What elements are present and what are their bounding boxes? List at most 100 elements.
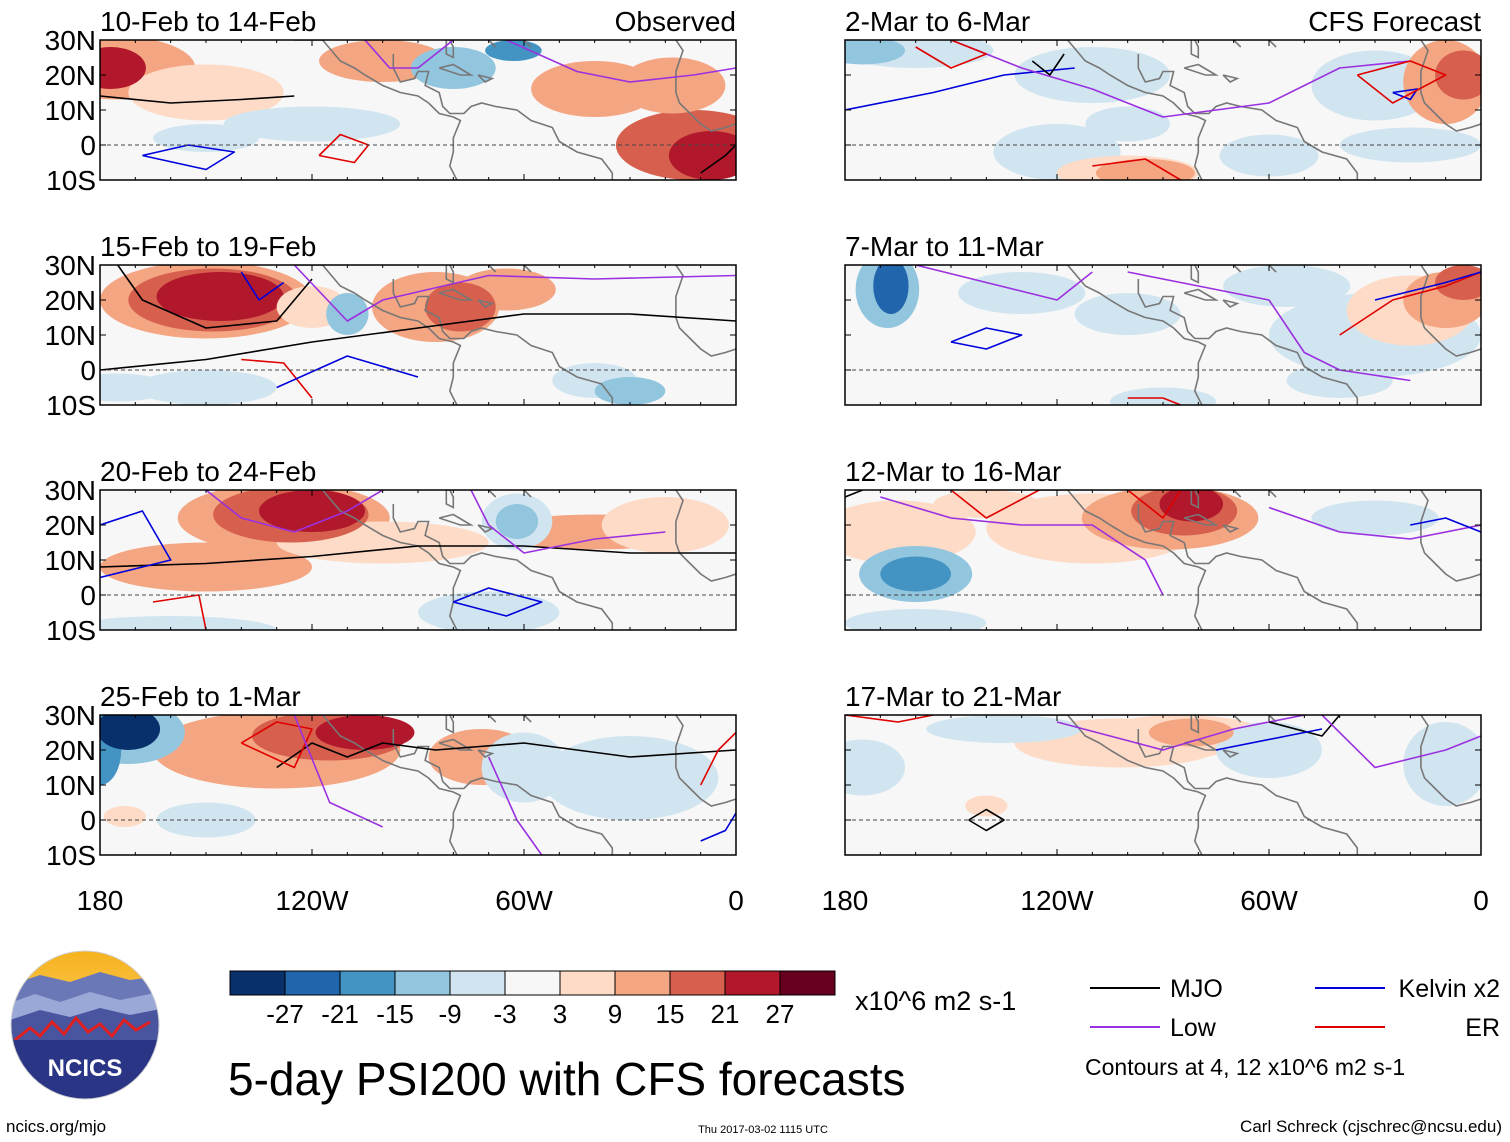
wave-contour — [845, 715, 934, 723]
wave-contour — [1356, 60, 1447, 104]
coastline — [445, 40, 455, 59]
panel-period: 20-Feb to 24-Feb — [100, 456, 316, 487]
colorbar-swatch — [339, 970, 396, 996]
coastline — [523, 265, 532, 273]
wave-contour — [1268, 715, 1341, 737]
wave-contour — [1031, 53, 1065, 76]
colorbar-swatch — [669, 970, 726, 996]
wave-contour — [700, 812, 736, 842]
coastline — [1233, 715, 1242, 723]
wave-contour — [470, 490, 666, 554]
y-tick-label: 0 — [80, 130, 96, 161]
ncics-logo[interactable]: NCICS — [10, 950, 160, 1100]
coastline — [1222, 299, 1240, 308]
colorbar-tick-label: -15 — [376, 999, 414, 1029]
panel-2: 30N 20N 10N 0 10S 15-Feb to 19-Feb — [45, 231, 737, 421]
psi-field — [100, 490, 736, 630]
x-tick-label: 60W — [1240, 885, 1298, 916]
colorbar: -27 -21 -15 -9 -3 3 9 15 21 27 — [229, 970, 836, 1029]
logo-red-line — [14, 1015, 151, 1042]
coastline — [1190, 715, 1200, 734]
panel-5: 2-Mar to 6-Mar CFS Forecast — [844, 6, 1482, 181]
footer-credit: Carl Schreck (cjschrec@ncsu.edu) — [1240, 1117, 1502, 1136]
coastline — [1268, 490, 1277, 498]
anomaly-blob — [223, 106, 401, 142]
colorbar-units: x10^6 m2 s-1 — [855, 986, 1016, 1016]
wave-contour — [880, 496, 1164, 596]
wave-contour — [699, 731, 736, 786]
psi-field — [845, 715, 1481, 855]
coastline — [488, 715, 497, 723]
y-tick-label: 10S — [46, 840, 96, 871]
y-tick-label: 10S — [46, 165, 96, 196]
colorbar-tick-label: 15 — [656, 999, 685, 1029]
y-tick-label: 10S — [46, 615, 96, 646]
panel-period: 12-Mar to 16-Mar — [845, 456, 1061, 487]
colorbar-tick-label: 3 — [553, 999, 567, 1029]
anomaly-blob — [1403, 722, 1481, 806]
panel-period: 25-Feb to 1-Mar — [100, 681, 301, 712]
legend-label: Low — [1170, 1014, 1217, 1042]
anomaly-blob — [845, 609, 987, 630]
coastline — [1190, 490, 1200, 509]
wave-contour — [1127, 271, 1411, 382]
logo-text: NCICS — [48, 1055, 123, 1082]
coastline — [523, 715, 532, 723]
coastline — [1420, 265, 1481, 357]
psi-field — [845, 265, 1481, 405]
chart-title: 5-day PSI200 with CFS forecasts — [228, 1053, 906, 1105]
wave-contour — [845, 490, 863, 498]
anomaly-blob — [1148, 718, 1234, 747]
anomaly-blob — [326, 293, 369, 335]
anomaly-blob — [668, 131, 736, 180]
wave-contour — [453, 587, 543, 617]
anomaly-blob — [103, 806, 146, 827]
coastline — [438, 513, 474, 526]
anomaly-blob — [1085, 106, 1171, 142]
wave-contour — [293, 265, 736, 322]
colorbar-tick-label: -27 — [266, 999, 304, 1029]
coastline — [1420, 40, 1481, 132]
anomaly-blob — [128, 64, 284, 121]
anomaly-blob — [1074, 293, 1181, 335]
anomaly-blob — [1339, 127, 1481, 163]
coastline — [675, 40, 736, 132]
wave-contour — [1092, 158, 1182, 180]
colorbar-swatch — [504, 970, 561, 996]
coastline — [1268, 265, 1277, 273]
anomaly-blob — [156, 272, 284, 321]
wave-contour — [950, 40, 1411, 118]
coastline — [438, 63, 474, 76]
y-tick-label: 0 — [80, 355, 96, 386]
coastline — [445, 265, 455, 284]
colorbar-swatch — [779, 970, 836, 996]
coastline — [675, 715, 736, 807]
coastline — [477, 74, 495, 83]
wave-contour — [1339, 271, 1481, 336]
anomaly-blob — [1095, 159, 1195, 180]
coastline — [1268, 40, 1277, 48]
x-tick-label: 120W — [1020, 885, 1094, 916]
x-tick-label: 180 — [77, 885, 124, 916]
coastline — [1420, 490, 1481, 582]
anomaly-blob — [845, 40, 906, 65]
panel-8: 17-Mar to 21-Mar — [844, 681, 1482, 856]
legend-label: ER — [1465, 1014, 1500, 1042]
y-tick-label: 30N — [45, 25, 96, 56]
wave-contour — [240, 271, 285, 301]
anomaly-blob — [100, 542, 312, 592]
y-tick-label: 10N — [45, 770, 96, 801]
footer-url[interactable]: ncics.org/mjo — [6, 1117, 106, 1136]
colorbar-swatch — [449, 970, 506, 996]
wave-contour — [117, 265, 313, 329]
wave-contour — [100, 510, 172, 579]
y-tick-label: 30N — [45, 250, 96, 281]
wave-contour — [1410, 517, 1481, 533]
panel-4: 30N 20N 10N 0 10S 25-Feb to 1-Mar — [45, 681, 737, 871]
wave-contour — [1215, 728, 1323, 751]
coastline — [1233, 40, 1242, 48]
psi-field — [100, 715, 736, 855]
coastline — [477, 749, 495, 758]
wave-contour — [505, 40, 736, 83]
